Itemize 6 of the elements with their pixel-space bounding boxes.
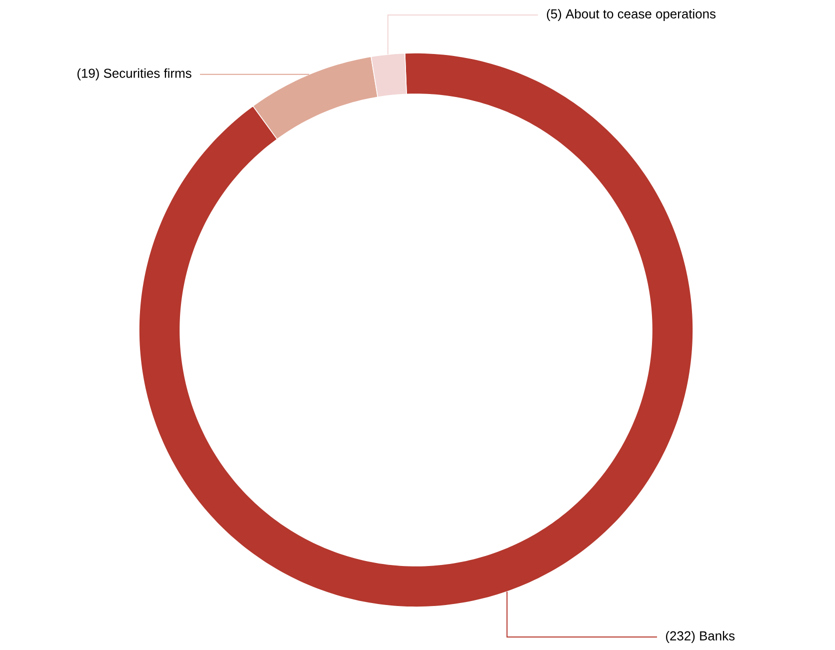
data-label: (5) [546, 8, 562, 22]
slice-label: Securities firms [104, 68, 192, 78]
slice-label: About to cease operations [566, 8, 716, 22]
slice-label: Banks [700, 630, 735, 640]
data-label: (232) [666, 630, 695, 644]
data-label: (19) [77, 68, 99, 80]
